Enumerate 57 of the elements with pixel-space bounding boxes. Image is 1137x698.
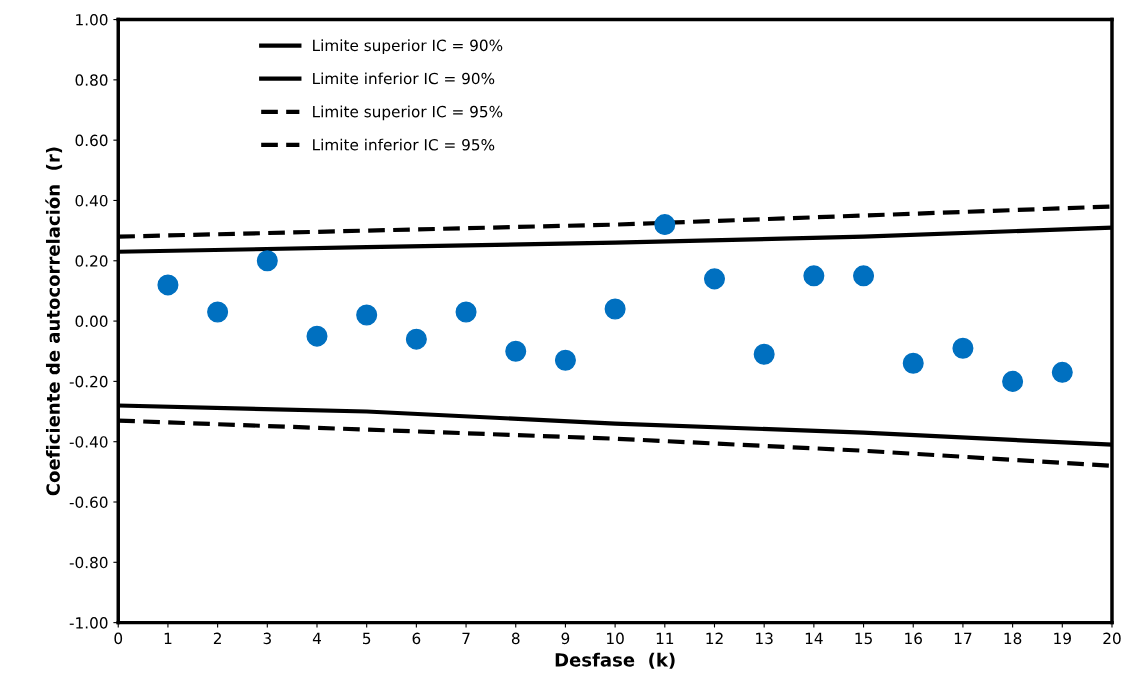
point [157, 274, 179, 296]
point [405, 328, 427, 350]
x-tick-label: 13 [756, 632, 773, 645]
legend-label: Limite superior IC = 90% [313, 39, 503, 55]
y-tick-label: 0.00 [75, 315, 108, 328]
point [703, 268, 726, 290]
y-tick-label: 0.60 [75, 134, 108, 147]
x-tick-label: 9 [561, 632, 570, 645]
point [256, 250, 278, 272]
point [902, 352, 924, 374]
x-tick-label: 5 [363, 632, 371, 645]
x-tick-label: 7 [462, 632, 470, 644]
x-tick-label: 2 [213, 632, 221, 644]
point [1051, 361, 1073, 383]
x-tick-label: 4 [312, 632, 321, 644]
point [455, 301, 477, 323]
x-tick-label: 16 [905, 632, 922, 645]
x-tick-label: 14 [805, 632, 823, 644]
point [952, 337, 974, 359]
y-tick-label: 0.40 [75, 194, 108, 207]
x-tick-label: 11 [656, 632, 674, 644]
y-tick-label: -1.00 [69, 617, 108, 629]
y-tick-label: -0.80 [69, 556, 108, 569]
y-tick-label: 0.80 [75, 74, 108, 86]
x-tick-label: 19 [1054, 632, 1071, 645]
y-tick-label: -0.40 [69, 436, 108, 448]
legend-label: Limite inferior IC = 95% [313, 138, 495, 151]
x-tick-label: 12 [706, 632, 723, 644]
point [207, 301, 229, 323]
x-tick-label: 17 [954, 632, 972, 644]
point [654, 214, 676, 236]
x-tick-label: 6 [412, 632, 421, 645]
x-tick-label: 3 [263, 632, 271, 645]
point [306, 325, 328, 347]
x-tick-label: 0 [114, 632, 123, 645]
y-axis-title: Coeficiente de autocorrelación (r) [45, 147, 63, 496]
y-tick-label: -0.60 [69, 496, 108, 509]
x-tick-label: 10 [607, 632, 624, 645]
x-tick-label: 20 [1103, 632, 1121, 645]
legend-label: Limite inferior IC = 90% [313, 72, 495, 85]
x-tick-label: 18 [1004, 632, 1022, 645]
y-tick-label: 0.20 [75, 255, 108, 267]
point [356, 304, 378, 326]
point [853, 265, 875, 287]
y-tick-label: -0.20 [69, 375, 108, 388]
x-tick-label: 8 [511, 632, 520, 645]
legend-label: Limite superior IC = 95% [313, 105, 503, 121]
point [505, 340, 527, 362]
point [1002, 370, 1024, 392]
point [604, 298, 626, 320]
point [803, 265, 825, 287]
x-tick-label: 15 [855, 632, 872, 645]
x-tick-label: 1 [164, 632, 172, 644]
y-tick-label: 1.00 [76, 14, 108, 26]
point [753, 343, 775, 365]
x-axis-title: Desfase (k) [555, 652, 675, 669]
point [554, 349, 576, 371]
